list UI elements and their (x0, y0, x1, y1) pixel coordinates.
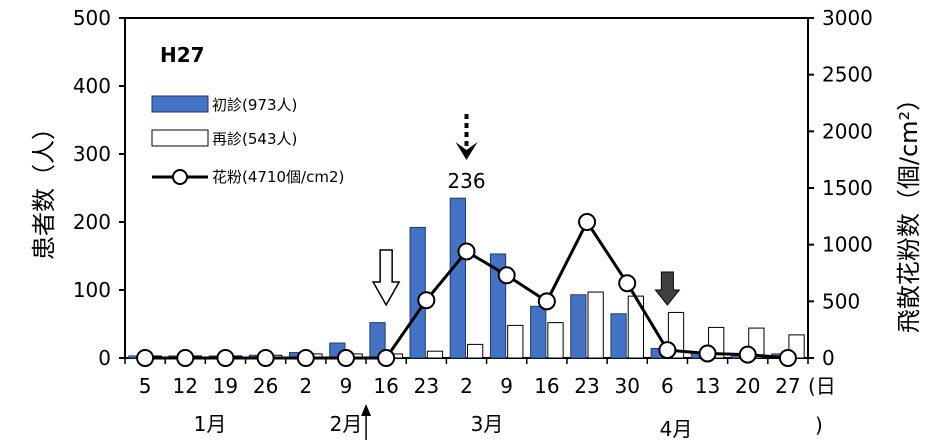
bar-revisit (467, 343, 484, 359)
y-right-tick-label: 1000 (822, 233, 873, 257)
y-left-tick-label: 200 (73, 210, 111, 234)
y-left-tick-label: 500 (73, 6, 111, 30)
pollen-point (537, 292, 556, 311)
pollen-point (658, 341, 677, 360)
bar-revisit (547, 322, 564, 359)
month-label: 4月 (660, 417, 693, 441)
y-left-axis-title: 患者数（人） (30, 116, 58, 260)
pollen-point (296, 349, 315, 367)
bar-first-visit (449, 197, 466, 359)
x-unit-label: (日 (808, 374, 836, 398)
y-right-tick-label: 0 (822, 346, 835, 370)
pollen-point (377, 349, 396, 367)
y-right-tick-label: 2000 (822, 119, 873, 143)
bar-revisit (587, 291, 604, 359)
pollen-point (336, 349, 355, 367)
x-tick-label: 6 (661, 374, 674, 398)
y-right-axis-title: 飛散花粉数（個/cm²） (895, 87, 923, 333)
x-tick-label: 23 (414, 374, 439, 398)
y-left-tick-label: 300 (73, 142, 111, 166)
y-right-tick-label: 3000 (822, 6, 873, 30)
hollow-down-arrow (371, 249, 401, 307)
month-label: 3月 (471, 412, 504, 436)
y-left-tick-label: 400 (73, 74, 111, 98)
x-tick-label: 16 (534, 374, 559, 398)
chart-title: H27 (160, 43, 205, 67)
bar-first-visit (610, 313, 627, 359)
y-left-tick-label: 100 (73, 278, 111, 302)
x-tick-label: 2 (299, 374, 312, 398)
peak-value-label: 236 (447, 169, 485, 193)
pollen-point (698, 344, 717, 363)
x-tick-label: 19 (213, 374, 238, 398)
x-tick-label: 2 (460, 374, 473, 398)
pollen-point (136, 349, 155, 367)
x-tick-label: 23 (574, 374, 599, 398)
x-tick-label: 12 (173, 374, 198, 398)
bar-first-visit (570, 294, 587, 359)
pollen-point (738, 345, 757, 364)
pollen-point (618, 274, 637, 293)
x-tick-label: 20 (735, 374, 760, 398)
y-right-tick-label: 500 (822, 289, 860, 313)
x-unit-close: ) (815, 413, 823, 437)
legend-label-revisit: 再診(543人) (212, 130, 297, 148)
y-right-tick-label: 1500 (822, 176, 873, 200)
legend-swatch-revisit (151, 129, 209, 147)
legend-label-first-visit: 初診(973人) (212, 96, 297, 114)
pollen-line (145, 219, 789, 360)
dotted-arrow-head (455, 142, 478, 160)
bar-revisit (507, 324, 524, 359)
bar-first-visit (530, 305, 547, 359)
pollen-point (176, 349, 195, 367)
up-arrow-head (361, 404, 372, 416)
gray-down-arrow (654, 271, 681, 306)
x-tick-label: 26 (253, 374, 278, 398)
x-tick-label: 27 (775, 374, 800, 398)
y-right-tick-label: 2500 (822, 63, 873, 87)
legend-label-pollen: 花粉(4710個/cm2) (212, 168, 344, 186)
pollen-point (216, 349, 235, 367)
y-left-tick-label: 0 (98, 346, 111, 370)
pollen-point (256, 349, 275, 367)
x-tick-label: 30 (614, 374, 639, 398)
pollen-point (457, 242, 476, 261)
x-tick-label: 9 (500, 374, 513, 398)
legend-swatch-pollen-marker (172, 169, 188, 185)
pollen-point (417, 291, 436, 310)
month-label: 2月 (330, 412, 363, 436)
bar-revisit (426, 350, 444, 359)
pollen-point (778, 349, 797, 367)
month-label: 1月 (194, 412, 227, 436)
legend-swatch-first-visit (151, 95, 209, 113)
pollen-point (497, 266, 516, 285)
x-tick-label: 16 (373, 374, 398, 398)
pollen-point (578, 213, 597, 231)
x-tick-label: 13 (695, 374, 720, 398)
x-tick-label: 9 (340, 374, 353, 398)
x-tick-label: 5 (139, 374, 152, 398)
